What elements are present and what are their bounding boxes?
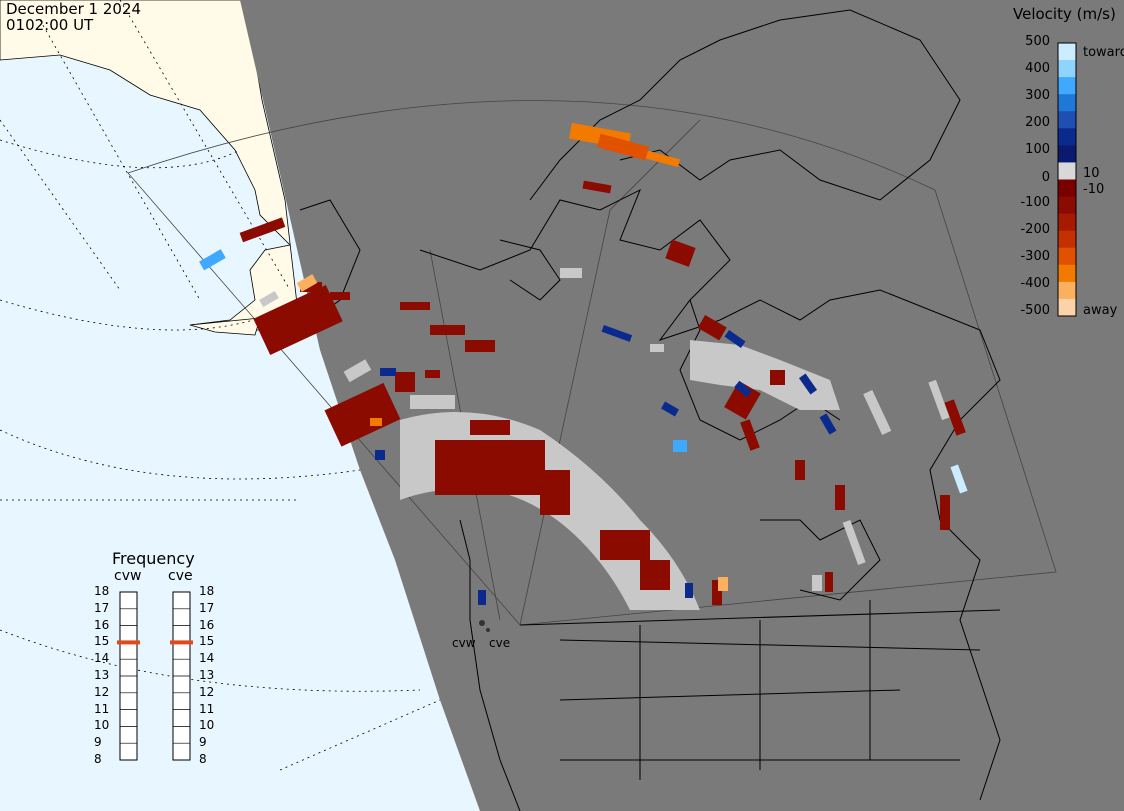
colorbar-tick-label: -100	[1020, 195, 1050, 210]
frequency-title: Frequency	[112, 549, 195, 568]
away-velocity-echoes	[239, 180, 966, 605]
frequency-tick-right: 8	[199, 752, 207, 766]
colorbar-swatch	[1058, 213, 1076, 232]
colorbar-tick-label: -200	[1020, 222, 1050, 237]
night-terminator	[240, 0, 1124, 811]
colorbar-tick-label: 100	[1025, 142, 1050, 157]
colorbar-swatch	[1058, 145, 1076, 163]
frequency-marker-cve	[170, 640, 193, 645]
time-label: 0102:00 UT	[6, 16, 94, 34]
alaska-peninsula	[189, 317, 261, 336]
colorbar-tick-label: -400	[1020, 276, 1050, 291]
fast-toward-echo-east	[950, 464, 968, 494]
frequency-tick-right: 18	[199, 584, 215, 598]
frequency-tick-right: 11	[199, 701, 215, 716]
colorbar-swatch	[1058, 196, 1076, 215]
colorbar-tick-label: 200	[1025, 115, 1050, 130]
colorbar-swatch	[1058, 264, 1076, 283]
toward-velocity-echoes	[375, 325, 837, 605]
colorbar-swatch	[1058, 230, 1076, 249]
frequency-tick-right: 17	[199, 600, 215, 615]
colorbar-swatch	[1058, 43, 1076, 61]
colorbar-tick-label: -500	[1020, 303, 1050, 318]
site-marker-cvw	[479, 620, 485, 626]
frequency-tick-right: 12	[199, 684, 215, 699]
colorbar-swatch	[1058, 179, 1076, 198]
frequency-tick-left: 10	[94, 718, 110, 733]
frequency-tick-left: 16	[94, 617, 110, 632]
colorbar-tick-label: 300	[1025, 88, 1050, 103]
frequency-tick-right: 16	[199, 617, 215, 632]
date-label: December 1 2024	[6, 0, 142, 18]
colorbar-title: Velocity (m/s)	[1013, 5, 1116, 23]
site-marker-cve	[486, 628, 490, 632]
colorbar-swatch	[1058, 281, 1076, 300]
site-label-cvw: cvw	[452, 636, 476, 650]
frequency-tick-right: 10	[199, 718, 215, 733]
colorbar-tick-label: 10	[1083, 166, 1100, 181]
colorbar-swatch	[1058, 60, 1076, 78]
colorbar-toward-label: toward	[1083, 45, 1124, 60]
fast-toward-echoes	[199, 249, 687, 452]
frequency-tick-right: 13	[199, 668, 215, 682]
colorbar-tick-label: -10	[1083, 182, 1105, 197]
colorbar-swatch	[1058, 94, 1076, 112]
frequency-tick-left: 13	[94, 668, 110, 682]
frequency-tick-left: 8	[94, 752, 102, 766]
fast-away-echo-north	[597, 133, 649, 161]
frequency-tick-left: 18	[94, 584, 110, 598]
frequency-tick-right: 15	[199, 634, 215, 649]
frequency-tick-left: 17	[94, 600, 110, 615]
site-label-cve: cve	[489, 636, 511, 650]
radar-label-cvw: cvw	[114, 568, 142, 584]
frequency-tick-left: 9	[94, 735, 102, 750]
frequency-tick-left: 14	[94, 651, 110, 666]
alaska-land	[0, 0, 301, 331]
frequency-marker-cvw	[117, 640, 140, 645]
colorbar-swatch	[1058, 128, 1076, 146]
colorbar-swatch	[1058, 247, 1076, 266]
frequency-bars	[117, 591, 193, 761]
peak-away-echoes	[296, 274, 728, 591]
colorbar-tick-label: -300	[1020, 249, 1050, 264]
colorbar-away-label: away	[1083, 303, 1118, 318]
frequency-tick-left: 15	[94, 634, 110, 649]
colorbar-tick-label: 0	[1041, 170, 1050, 185]
colorbar-tick-label: 400	[1025, 61, 1050, 76]
colorbar-swatch	[1058, 111, 1076, 129]
colorbar-swatch	[1058, 77, 1076, 95]
frequency-tick-left: 12	[94, 684, 110, 699]
colorbar-tick-label: 500	[1025, 34, 1050, 49]
radar-label-cve: cve	[168, 568, 193, 584]
colorbar-swatch	[1058, 162, 1076, 180]
velocity-colorbar	[1057, 42, 1077, 317]
colorbar-swatch	[1058, 298, 1076, 317]
frequency-tick-right: 9	[199, 735, 207, 750]
frequency-tick-right: 14	[199, 651, 215, 666]
frequency-tick-left: 11	[94, 701, 110, 716]
colorbar-frame	[1057, 42, 1077, 317]
